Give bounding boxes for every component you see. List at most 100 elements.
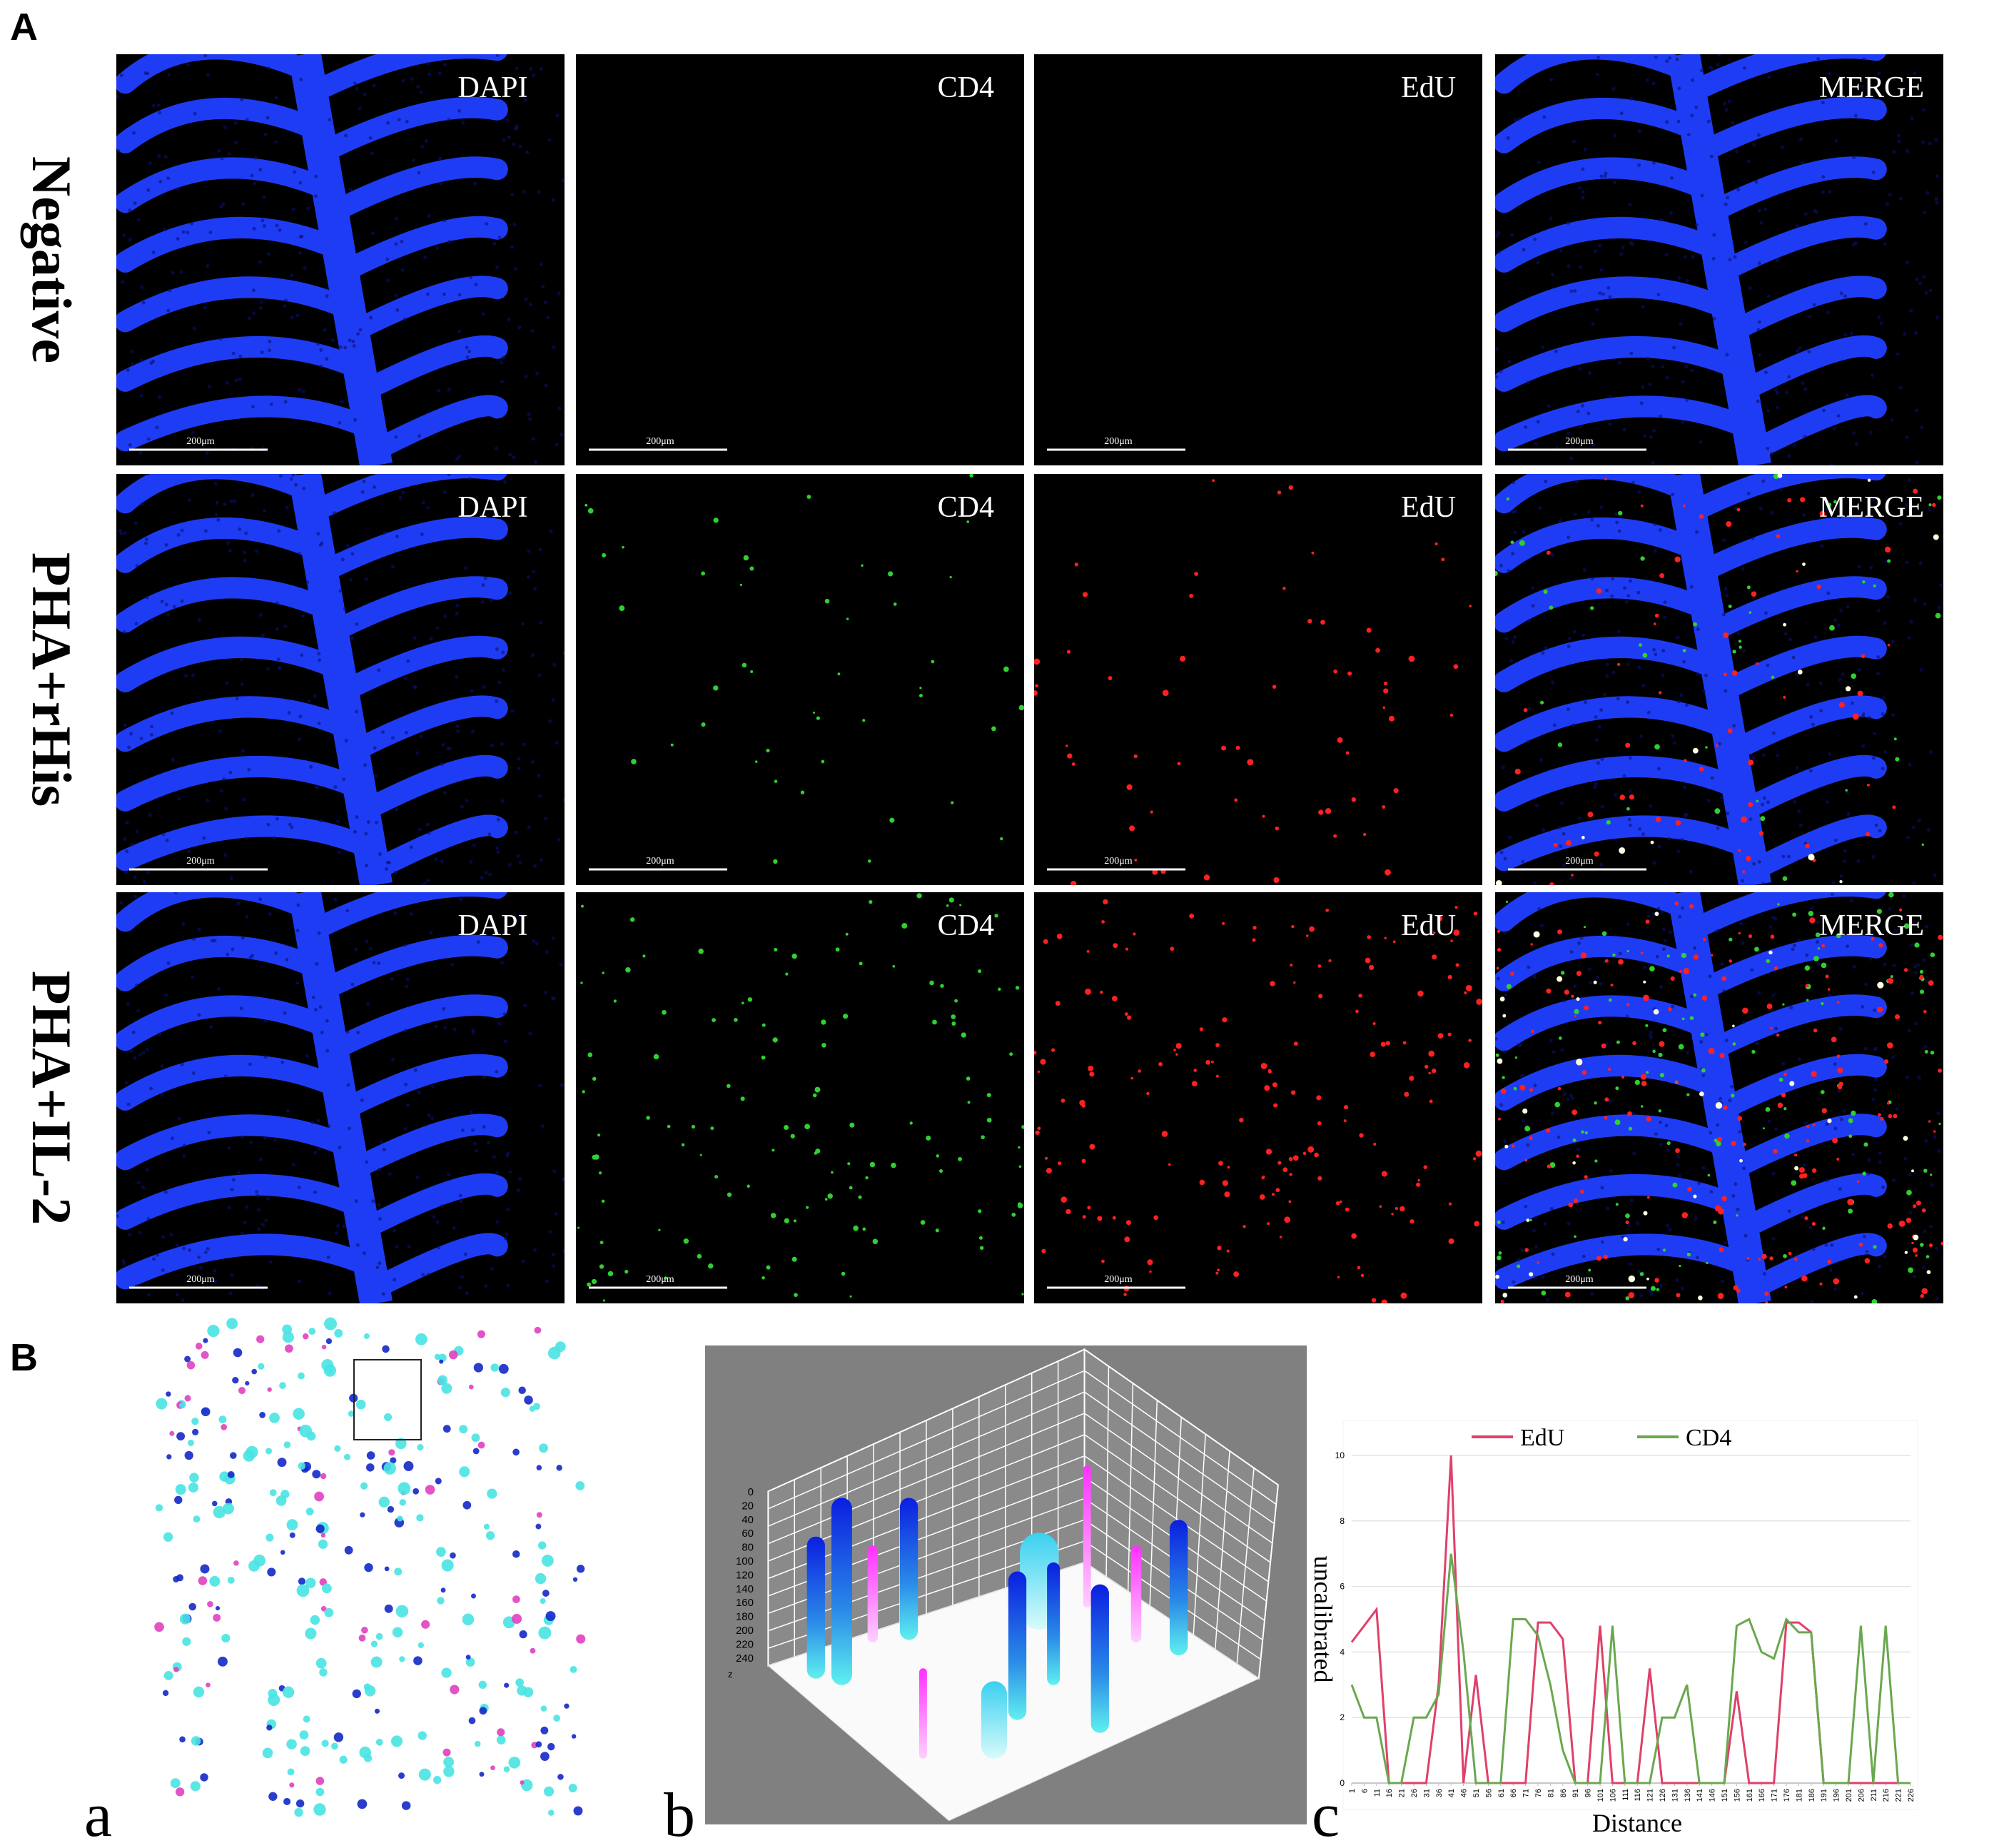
nucleus xyxy=(1611,670,1616,675)
x-tick-label: 21 xyxy=(1398,1789,1407,1797)
tissue-branch xyxy=(348,754,508,824)
nucleus xyxy=(285,1109,290,1113)
cell-dot xyxy=(522,1687,534,1697)
cell-dot xyxy=(1275,826,1280,831)
wall-grid xyxy=(1084,1434,1271,1563)
nucleus xyxy=(320,1031,324,1035)
cell-dot xyxy=(1679,970,1682,973)
nucleus xyxy=(1627,1223,1631,1228)
nucleus xyxy=(355,1243,360,1247)
nucleus xyxy=(1653,522,1657,526)
cell-dot xyxy=(849,1295,852,1298)
cell-dot xyxy=(698,948,704,954)
tissue-branch xyxy=(1495,1054,1729,1111)
nucleus xyxy=(318,658,322,662)
nucleus xyxy=(1724,1241,1728,1245)
cell-dot xyxy=(433,1775,442,1784)
subpanel-letter: c xyxy=(1312,1781,1340,1848)
nucleus xyxy=(1566,1097,1570,1101)
cell-dot xyxy=(1714,808,1721,814)
cell-dot xyxy=(1147,1259,1153,1266)
cell-dot xyxy=(1628,1275,1636,1283)
nucleus xyxy=(1845,393,1849,398)
cell-dot xyxy=(1827,1119,1832,1124)
cell-dot xyxy=(1739,645,1742,649)
cell-dot xyxy=(658,1228,661,1231)
cell-dot xyxy=(1018,1165,1022,1168)
nucleus xyxy=(1881,712,1885,716)
cell-dot xyxy=(327,1368,333,1375)
cell-dot xyxy=(981,1135,985,1140)
nucleus xyxy=(250,493,255,497)
cell-dot xyxy=(1123,1293,1127,1296)
nucleus xyxy=(1885,202,1889,206)
z-axis-label: 160 xyxy=(736,1597,754,1609)
cell-dot xyxy=(1916,1200,1921,1206)
cell-dot xyxy=(842,1014,849,1019)
tissue-branch xyxy=(1717,695,1887,764)
cell-dot xyxy=(713,685,719,691)
nucleus xyxy=(406,659,410,663)
cell-dot xyxy=(1067,753,1073,759)
nucleus xyxy=(1656,293,1661,297)
cell-dot xyxy=(1791,1180,1797,1186)
nucleus xyxy=(1659,985,1664,989)
nucleus xyxy=(480,600,485,604)
nucleus xyxy=(1621,246,1625,250)
nucleus xyxy=(371,231,375,236)
cell-dot xyxy=(1898,1220,1906,1227)
nucleus xyxy=(1871,756,1876,760)
cell-dot xyxy=(714,1175,719,1179)
nucleus xyxy=(1935,1296,1939,1301)
nucleus xyxy=(186,231,190,235)
nucleus xyxy=(426,505,430,510)
nucleus xyxy=(302,486,306,490)
nucleus xyxy=(148,813,152,817)
nucleus xyxy=(1915,460,1919,465)
cell-dot xyxy=(727,1084,731,1089)
nucleus xyxy=(316,342,320,346)
nucleus xyxy=(145,1048,149,1052)
cell-dot xyxy=(1596,588,1602,594)
nucleus xyxy=(340,400,344,404)
nucleus xyxy=(123,531,127,535)
cell-dot xyxy=(1506,497,1509,501)
cell-dot xyxy=(213,1505,226,1519)
cell-dot xyxy=(1658,691,1662,695)
nucleus xyxy=(471,1128,475,1132)
nucleus xyxy=(347,1126,351,1131)
cell-dot xyxy=(1034,1050,1037,1055)
nucleus xyxy=(421,1273,425,1277)
nucleus xyxy=(1572,630,1577,634)
nucleus xyxy=(1787,854,1791,859)
nucleus xyxy=(1733,255,1737,259)
nucleus xyxy=(1780,146,1784,150)
nucleus xyxy=(1754,180,1758,184)
nucleus xyxy=(1863,222,1868,226)
nucleus xyxy=(1924,291,1928,296)
cell-dot xyxy=(1222,1017,1228,1023)
cell-dot xyxy=(784,1124,789,1131)
cell-dot xyxy=(1682,649,1686,652)
tissue-branch xyxy=(338,1114,508,1183)
cell-dot xyxy=(1417,1178,1420,1182)
cell-dot xyxy=(804,1124,810,1130)
cell-dot xyxy=(1497,1220,1501,1224)
nucleus xyxy=(291,1163,295,1167)
cell-dot xyxy=(390,1735,403,1747)
nucleus xyxy=(1600,804,1604,809)
nucleus xyxy=(1605,662,1609,667)
nucleus xyxy=(298,737,302,742)
cell-dot xyxy=(1272,1082,1277,1088)
cell-dot xyxy=(206,1682,211,1687)
cell-dot xyxy=(1514,768,1521,775)
intensity-peak xyxy=(806,1536,825,1679)
cell-dot xyxy=(268,1689,278,1698)
nucleus xyxy=(520,622,525,626)
cell-dot xyxy=(1408,655,1415,662)
nucleus xyxy=(238,377,242,381)
cell-dot xyxy=(1288,1200,1292,1203)
nucleus xyxy=(129,1049,133,1053)
row-label: PHA+IL-2 xyxy=(21,971,83,1225)
cell-dot xyxy=(535,1523,542,1530)
